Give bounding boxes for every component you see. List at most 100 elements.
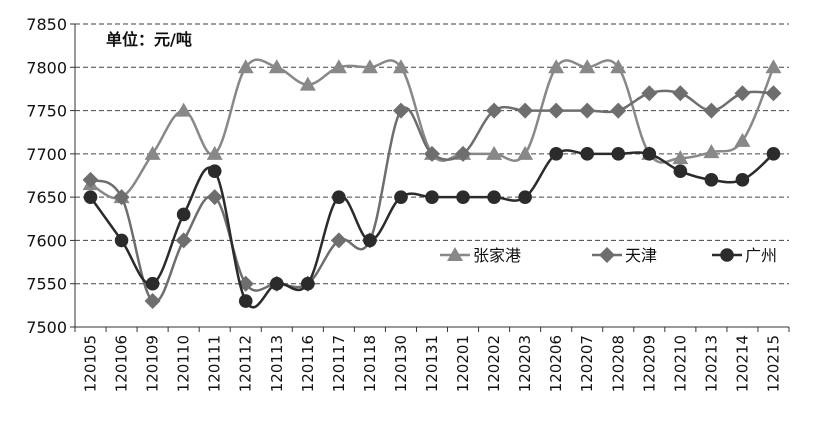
data-point-天津-120208 [610,102,627,119]
data-point-张家港-120112 [237,59,254,74]
y-tick-label-7850: 7850 [26,15,67,34]
axes [70,23,790,332]
data-point-张家港-120118 [361,59,378,74]
legend: 张家港 天津 广州 [440,246,777,265]
y-tick-label-7500: 7500 [26,318,67,337]
x-tick-label-120214: 120214 [733,335,751,392]
data-point-天津-120215 [765,85,782,102]
x-tick-label-120130: 120130 [392,335,410,392]
data-point-张家港-120203 [517,145,534,160]
data-point-广州-120117 [332,190,346,204]
legend-marker-张家港 [447,247,463,261]
data-point-广州-120206 [549,147,563,161]
data-point-天津-120203 [517,102,534,119]
data-point-广州-120201 [456,190,470,204]
data-point-广州-120106 [114,233,129,248]
x-tick-label-120109: 120109 [144,335,162,392]
y-tick-label-7650: 7650 [26,188,67,207]
data-point-张家港-120215 [765,59,782,74]
x-tick-label-120207: 120207 [578,335,596,392]
x-tick-label-120105: 120105 [82,335,100,392]
data-point-广州-120213 [704,173,719,187]
x-tick-label-120110: 120110 [175,335,193,392]
data-point-广州-120105 [83,190,98,204]
data-point-天津-120130 [392,102,409,119]
data-point-张家港-120206 [548,59,565,74]
unit-label: 单位：元/吨 [106,30,192,49]
data-point-天津-120209 [641,85,658,102]
x-tick-label-120201: 120201 [454,335,472,392]
x-tick-label-120117: 120117 [330,335,348,392]
data-point-天津-120105 [82,171,99,188]
data-point-天津-120109 [144,293,161,310]
data-point-广州-120116 [301,276,315,291]
data-point-天津-120106 [113,189,130,206]
x-tick-label-120206: 120206 [547,335,565,392]
data-point-广州-120113 [269,276,284,291]
data-point-张家港-120210 [672,150,689,165]
x-tick-label-120210: 120210 [671,335,689,392]
data-point-广州-120215 [766,147,781,161]
data-point-广州-120109 [145,276,160,291]
data-point-张家港-120113 [268,59,285,74]
data-point-张家港-120213 [703,144,720,159]
data-point-广州-120112 [238,294,253,308]
data-point-天津-120110 [175,232,192,249]
data-point-广州-120210 [673,164,688,178]
x-tick-label-120116: 120116 [299,335,317,392]
data-point-广州-120130 [394,190,408,204]
y-tick-label-7800: 7800 [26,58,67,77]
legend-item-天津: 天津 [592,246,657,265]
data-point-张家港-120111 [206,145,223,160]
data-point-天津-120207 [579,102,596,119]
data-point-广州-120214 [735,173,750,187]
y-tick-label-7600: 7600 [26,231,67,250]
x-tick-label-120111: 120111 [206,335,224,392]
x-tick-label-120106: 120106 [113,335,131,392]
x-tick-label-120213: 120213 [702,335,720,392]
data-point-张家港-120109 [144,145,161,160]
data-point-广州-120131 [425,190,439,204]
data-point-张家港-120214 [734,132,751,147]
data-point-张家港-120207 [579,59,596,74]
x-tick-label-120118: 120118 [361,335,379,392]
y-tick-label-7750: 7750 [26,102,67,121]
series-天津 [82,85,782,310]
x-tick-label-120202: 120202 [485,335,503,392]
x-tick-label-120131: 120131 [423,335,441,392]
data-point-天津-120201 [455,145,472,162]
data-point-张家港-120116 [299,76,316,91]
data-point-天津-120210 [672,85,689,102]
x-tick-label-120203: 120203 [516,335,534,392]
x-tick-label-120112: 120112 [237,335,255,392]
data-point-天津-120111 [206,189,223,206]
data-point-天津-120131 [424,145,440,162]
data-point-张家港-120117 [330,59,347,74]
data-point-天津-120202 [486,102,503,119]
legend-label-张家港: 张家港 [473,246,521,265]
series-group [82,58,782,310]
legend-label-广州: 广州 [745,246,777,265]
data-point-张家港-120208 [610,59,627,74]
data-point-张家港-120202 [486,145,503,160]
x-tick-label-120215: 120215 [764,335,782,392]
x-axis-ticks: 120105 120106 120109 120110 120111 120112 1201… [82,335,783,392]
data-point-广州-120209 [642,147,657,161]
legend-item-广州: 广州 [712,246,777,265]
data-point-天津-120214 [734,85,751,102]
data-point-张家港-120130 [392,59,409,74]
legend-marker-天津 [599,247,615,263]
data-point-广州-120110 [176,207,191,222]
data-point-广州-120111 [207,164,222,178]
y-tick-label-7550: 7550 [26,275,67,294]
legend-item-张家港: 张家港 [440,246,521,265]
x-tick-label-120113: 120113 [268,335,286,392]
data-point-广州-120202 [487,190,501,204]
legend-marker-广州 [720,248,734,262]
legend-label-天津: 天津 [625,246,657,265]
data-point-张家港-120110 [175,102,192,117]
x-tick-label-120209: 120209 [640,335,658,392]
data-point-广州-120207 [580,147,595,161]
